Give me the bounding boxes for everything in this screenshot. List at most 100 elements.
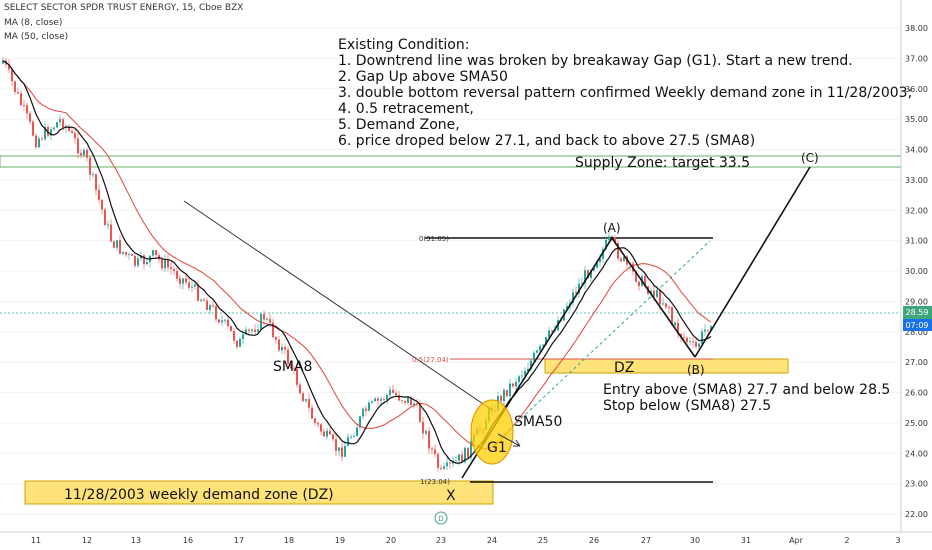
candle-body bbox=[515, 381, 517, 387]
note-line: 6. price droped below 27.1, and back to … bbox=[338, 133, 756, 149]
candle-body bbox=[380, 399, 382, 401]
candle-body bbox=[413, 403, 415, 406]
candle-body bbox=[590, 270, 592, 278]
candle-body bbox=[272, 322, 274, 338]
y-tick-label: 24.00 bbox=[905, 449, 928, 458]
candle-body bbox=[599, 258, 601, 262]
candle-body bbox=[422, 421, 424, 434]
y-tick-label: 38.00 bbox=[905, 24, 928, 33]
candle-body bbox=[38, 138, 40, 148]
candle-body bbox=[104, 209, 106, 226]
candle-body bbox=[71, 130, 73, 133]
candle-body bbox=[608, 236, 610, 240]
candle-body bbox=[389, 389, 391, 395]
candle-body bbox=[188, 282, 190, 288]
entry-stop-notes: Entry above (SMA8) 27.7 and below 28.5 S… bbox=[603, 382, 890, 414]
x-tick-label: 26 bbox=[589, 536, 599, 545]
candle-body bbox=[551, 330, 553, 332]
candle-body bbox=[650, 290, 652, 294]
candle-body bbox=[419, 404, 421, 422]
candle-body bbox=[458, 454, 460, 461]
candle-body bbox=[68, 126, 70, 131]
time-tag bbox=[903, 319, 932, 331]
candle-body bbox=[11, 69, 13, 82]
candle-body bbox=[287, 349, 289, 364]
candle-body bbox=[185, 278, 187, 283]
candle-body bbox=[143, 255, 145, 265]
condition-notes: Existing Condition: 1. Downtrend line wa… bbox=[338, 37, 912, 149]
last-price-tag bbox=[903, 306, 932, 319]
sma8-line bbox=[2, 60, 712, 464]
candle-body bbox=[245, 329, 247, 335]
x-tick-label: 24 bbox=[487, 536, 497, 545]
candle-body bbox=[383, 399, 385, 400]
candle-body bbox=[113, 241, 115, 248]
candle-body bbox=[257, 329, 259, 332]
x-tick-label: 20 bbox=[386, 536, 396, 545]
note-line: Existing Condition: bbox=[338, 37, 470, 53]
y-tick-label: 25.00 bbox=[905, 419, 928, 428]
candle-body bbox=[410, 397, 412, 406]
candle-body bbox=[296, 369, 298, 385]
candle-body bbox=[437, 454, 439, 468]
candle-body bbox=[161, 259, 163, 269]
time-tag-text: 07:09 bbox=[905, 321, 928, 330]
candle-body bbox=[509, 383, 511, 397]
x-tick-label: 13 bbox=[131, 536, 141, 545]
candle-body bbox=[284, 347, 286, 350]
candle-body bbox=[443, 466, 445, 469]
y-tick-label: 26.00 bbox=[905, 389, 928, 398]
candle-body bbox=[449, 462, 451, 464]
wave-label-b: (B) bbox=[687, 363, 705, 377]
candle-body bbox=[323, 431, 325, 437]
candle-body bbox=[398, 394, 400, 401]
candle-body bbox=[242, 334, 244, 339]
candle-body bbox=[191, 286, 193, 288]
candle-body bbox=[311, 407, 313, 419]
candle-body bbox=[572, 292, 574, 304]
candle-body bbox=[638, 281, 640, 286]
candle-body bbox=[179, 278, 181, 284]
candle-body bbox=[230, 325, 232, 332]
candle-body bbox=[566, 305, 568, 310]
dz-zone-label: DZ bbox=[614, 360, 634, 376]
candle-body bbox=[266, 318, 268, 320]
candle-body bbox=[125, 251, 127, 255]
candle-body bbox=[293, 368, 295, 370]
indicator-ma50[interactable]: MA (50, close) bbox=[4, 32, 69, 42]
candle-body bbox=[44, 126, 46, 140]
candle-body bbox=[596, 261, 598, 268]
y-tick-label: 34.00 bbox=[905, 146, 928, 155]
candle-body bbox=[20, 93, 22, 106]
candle-body bbox=[53, 127, 55, 130]
x-tick-label: 30 bbox=[690, 536, 700, 545]
candle-body bbox=[152, 250, 154, 256]
trend-dashed bbox=[494, 240, 711, 444]
y-tick-label: 32.00 bbox=[905, 206, 928, 215]
candle-body bbox=[14, 81, 16, 92]
y-tick-label: 23.00 bbox=[905, 480, 928, 489]
candle-body bbox=[236, 340, 238, 347]
candle-body bbox=[539, 345, 541, 351]
candle-body bbox=[86, 149, 88, 158]
indicator-ma8[interactable]: MA (8, close) bbox=[4, 18, 63, 28]
candle-body bbox=[542, 344, 544, 346]
candle-body bbox=[329, 430, 331, 435]
candle-body bbox=[401, 400, 403, 402]
candle-body bbox=[281, 347, 283, 351]
candle-body bbox=[617, 243, 619, 259]
y-tick-label: 29.00 bbox=[905, 297, 928, 306]
y-tick-label: 27.00 bbox=[905, 358, 928, 367]
dz-zone bbox=[544, 358, 789, 374]
candle-body bbox=[317, 422, 319, 425]
candle-body bbox=[248, 329, 250, 331]
candle-body bbox=[707, 329, 709, 331]
note-line: 4. 0.5 retracement, bbox=[338, 101, 474, 117]
candle-body bbox=[275, 337, 277, 340]
candle-body bbox=[425, 431, 427, 434]
dividend-marker-icon[interactable] bbox=[434, 511, 448, 525]
candle-body bbox=[101, 199, 103, 210]
candle-body bbox=[209, 305, 211, 310]
candle-body bbox=[131, 254, 133, 256]
candle-body bbox=[362, 408, 364, 417]
